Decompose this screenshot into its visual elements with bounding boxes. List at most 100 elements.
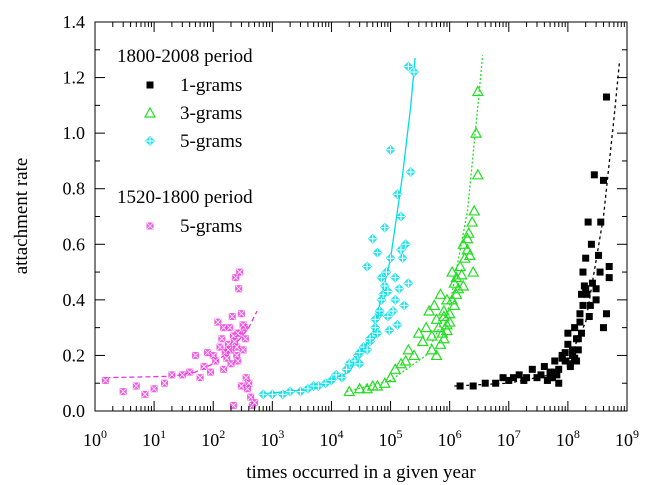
data-point-s5 <box>370 314 381 325</box>
data-point-s3 <box>432 321 445 333</box>
data-point-s1 <box>569 346 577 354</box>
data-point-s3 <box>448 299 461 311</box>
data-point-s3 <box>454 260 467 272</box>
data-point-s3 <box>448 276 461 288</box>
data-point-s5 <box>365 333 376 344</box>
data-point-s1 <box>578 329 586 337</box>
data-point-s3 <box>467 265 480 277</box>
data-point-s1 <box>605 263 613 271</box>
data-point-s5 <box>394 283 405 294</box>
data-point-s3 <box>384 371 397 383</box>
data-point-sh <box>101 376 109 384</box>
data-point-s3 <box>470 126 483 138</box>
x-tick-label: 109 <box>615 427 639 450</box>
data-point-s1 <box>574 346 582 354</box>
data-point-s1 <box>605 274 613 282</box>
data-point-sh <box>161 379 169 387</box>
data-point-s5 <box>267 389 278 400</box>
data-point-s3 <box>408 349 421 361</box>
data-point-sh <box>212 357 220 365</box>
data-point-sh <box>186 368 194 376</box>
data-point-s1 <box>481 379 489 387</box>
legend-label: 1-grams <box>180 75 242 96</box>
data-point-s1 <box>596 268 604 276</box>
y-tick-label: 1.4 <box>63 12 86 32</box>
data-point-s1 <box>546 374 554 382</box>
data-point-sh <box>237 382 245 390</box>
data-point-s1 <box>492 379 500 387</box>
data-point-s3 <box>343 385 356 397</box>
legend: 1800-2008 period 1-grams 3-grams 5-grams 152… <box>117 46 253 237</box>
data-point-s5 <box>295 386 306 397</box>
data-point-s3 <box>430 313 443 324</box>
x-tick-label: 102 <box>201 427 225 450</box>
data-point-s1 <box>592 296 600 304</box>
data-point-s3 <box>394 357 407 369</box>
data-point-s5 <box>397 253 408 264</box>
data-point-s3 <box>434 338 447 349</box>
data-point-sh <box>224 346 232 354</box>
data-point-sh <box>233 351 241 359</box>
data-point-s3 <box>462 226 475 238</box>
data-point-s5 <box>385 253 396 264</box>
data-point-s1 <box>515 371 523 379</box>
x-tick-label: 106 <box>438 427 462 450</box>
data-point-s5 <box>400 239 411 250</box>
legend-heading: 1800-2008 period <box>117 46 253 67</box>
data-point-sh <box>237 310 245 318</box>
data-point-s1 <box>579 268 587 276</box>
data-point-s3 <box>461 232 474 244</box>
axes: 100 101 102 103 104 105 106 107 108 109 0.0 0.2 0.4 0… <box>63 12 640 450</box>
data-point-s3 <box>434 288 447 299</box>
data-point-s5 <box>382 311 393 322</box>
data-point-s5 <box>336 372 347 383</box>
data-point-s1 <box>555 365 563 373</box>
data-point-sh <box>191 351 199 359</box>
data-point-s3 <box>399 354 412 366</box>
data-point-sh <box>232 274 240 282</box>
x-tick-label: 108 <box>556 427 580 450</box>
data-point-s5 <box>382 286 393 297</box>
data-point-sh <box>220 324 228 332</box>
data-point-s5 <box>277 389 288 400</box>
data-point-s3 <box>353 382 366 394</box>
data-point-s5 <box>354 347 365 358</box>
data-point-s1 <box>540 363 548 371</box>
data-point-s3 <box>452 282 465 294</box>
legend-label: 3-grams <box>180 103 242 124</box>
data-point-s5 <box>362 344 373 355</box>
data-point-s1 <box>528 365 536 373</box>
data-point-s3 <box>450 288 463 299</box>
data-point-s1 <box>590 171 598 179</box>
data-point-s3 <box>361 382 374 394</box>
data-point-s1 <box>586 301 594 309</box>
fit-line-s1 <box>454 60 621 387</box>
data-point-sh <box>228 313 236 321</box>
data-point-sh <box>235 285 243 293</box>
data-point-s5 <box>405 167 416 178</box>
data-point-sh <box>119 388 127 396</box>
data-point-sh <box>150 385 158 393</box>
y-tick-label: 0.0 <box>63 401 86 421</box>
data-point-s1 <box>564 329 572 337</box>
data-point-s5 <box>313 380 324 391</box>
data-point-s3 <box>437 332 450 344</box>
data-point-s5 <box>367 233 378 244</box>
data-point-s3 <box>420 321 433 333</box>
data-point-s1 <box>588 279 596 287</box>
data-point-s1 <box>597 218 605 226</box>
data-point-s3 <box>446 293 459 305</box>
data-point-s5 <box>399 300 410 311</box>
data-point-s5 <box>372 328 383 339</box>
data-point-s5 <box>390 272 401 283</box>
data-point-s1 <box>585 313 593 321</box>
data-point-s5 <box>388 305 399 316</box>
data-point-s5 <box>392 189 403 200</box>
legend-label: 5-grams <box>180 216 242 237</box>
y-tick-label: 1.2 <box>63 68 86 88</box>
data-point-sh <box>200 363 208 371</box>
y-tick-label: 0.6 <box>63 234 86 254</box>
data-point-s3 <box>423 304 436 316</box>
data-point-s3 <box>471 85 484 97</box>
data-point-s1 <box>595 251 603 259</box>
